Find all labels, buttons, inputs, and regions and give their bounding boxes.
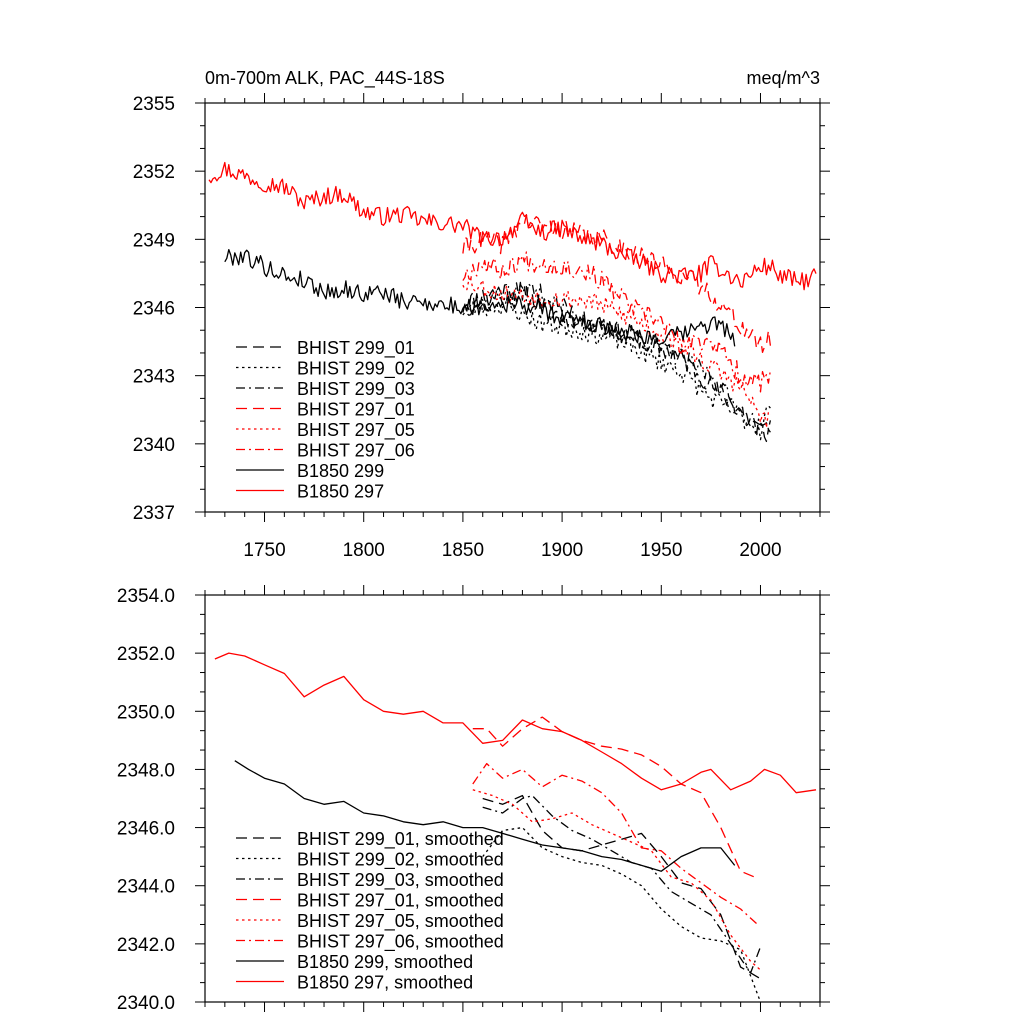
- y-tick-label: 2352: [133, 162, 175, 183]
- panel-title-left: 0m-700m ALK, PAC_44S-18S: [205, 68, 445, 89]
- legend-label: B1850 297: [297, 482, 384, 502]
- y-tick-label: 2346: [133, 299, 175, 320]
- y-tick-label: 2350.0: [117, 702, 175, 723]
- series-line: [462, 278, 771, 429]
- legend-label: BHIST 299_03: [297, 379, 415, 400]
- plot-frame: [204, 594, 821, 1003]
- y-tick-label: 2349: [133, 230, 175, 251]
- y-tick-label: 2352.0: [117, 644, 175, 665]
- legend-label: BHIST 297_01: [297, 400, 415, 421]
- legend-label: BHIST 299_01: [297, 338, 415, 359]
- series-line: [234, 760, 736, 872]
- y-tick-label: 2340.0: [117, 993, 175, 1014]
- x-tick-label: 1800: [343, 540, 385, 561]
- series-line: [472, 762, 757, 924]
- series-line: [214, 652, 817, 794]
- y-tick-label: 2354.0: [117, 586, 175, 607]
- y-tick-label: 2344.0: [117, 877, 175, 898]
- legend-label: BHIST 297_06: [297, 441, 415, 462]
- legend-label: BHIST 297_05: [297, 420, 415, 441]
- series-line: [472, 789, 761, 971]
- x-tick-label: 1750: [243, 540, 285, 561]
- series-line: [462, 251, 772, 393]
- series-line: [462, 298, 771, 441]
- x-tick-label: 1950: [640, 540, 682, 561]
- y-tick-label: 2348.0: [117, 760, 175, 781]
- legend-label: B1850 299: [297, 461, 384, 481]
- legend-label: BHIST 297_06, smoothed: [297, 932, 504, 953]
- y-tick-label: 2343: [133, 367, 175, 388]
- y-tick-label: 2355: [133, 94, 175, 115]
- y-tick-label: 2337: [133, 503, 175, 524]
- y-tick-label: 2346.0: [117, 819, 175, 840]
- series-line: [482, 794, 761, 980]
- x-tick-label: 1900: [541, 540, 583, 561]
- panel-title-units: meq/m^3: [747, 68, 820, 88]
- legend-label: BHIST 299_03, smoothed: [297, 870, 504, 891]
- series-line: [462, 281, 772, 436]
- x-tick-label: 2000: [739, 540, 781, 561]
- legend-label: BHIST 299_01, smoothed: [297, 829, 504, 850]
- series-line: [224, 248, 736, 347]
- legend-label: B1850 299, smoothed: [297, 952, 473, 972]
- legend-label: BHIST 299_02: [297, 359, 415, 380]
- top-panel-raw: 0m-700m ALK, PAC_44S-18S meq/m^3 1750 180…: [133, 68, 830, 561]
- series-line: [482, 794, 762, 974]
- series-line: [208, 161, 817, 291]
- series-line: [472, 716, 755, 878]
- legend-label: BHIST 297_01, smoothed: [297, 891, 504, 912]
- legend-label: BHIST 299_02, smoothed: [297, 850, 504, 871]
- y-tick-label: 2342.0: [117, 935, 175, 956]
- x-tick-label: 1850: [442, 540, 484, 561]
- y-tick-label: 2340: [133, 435, 175, 456]
- series-line: [462, 284, 771, 443]
- legend-label: B1850 297, smoothed: [297, 973, 473, 993]
- bottom-panel-smoothed: 2340.0 2342.0 2344.0 2346.0 2348.0 2350.0 2352…: [117, 585, 830, 1014]
- legend-label: BHIST 297_05, smoothed: [297, 911, 504, 932]
- series-line: [482, 826, 762, 1003]
